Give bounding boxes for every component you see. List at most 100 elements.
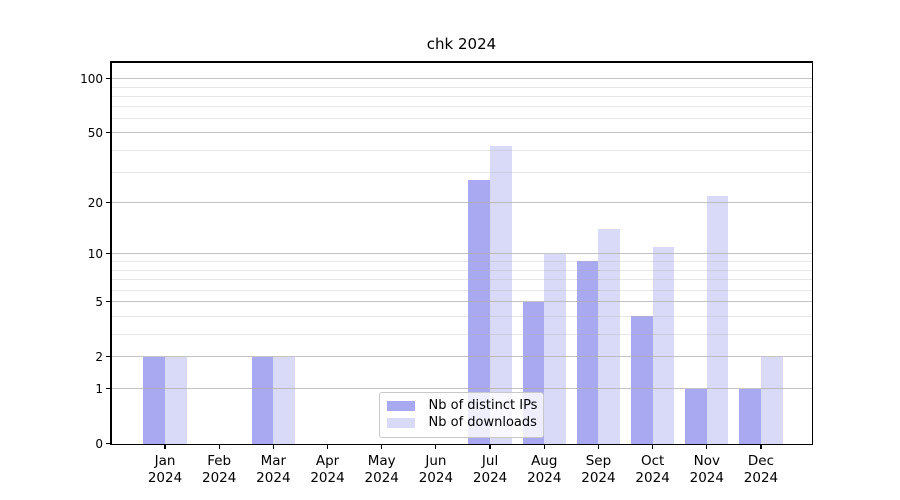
major-gridline [111, 78, 812, 79]
minor-gridline [111, 316, 812, 318]
y-tick-mark [105, 388, 111, 390]
x-tick-year: 2024 [256, 469, 291, 486]
x-tick-month: Jun [425, 453, 447, 469]
x-tick-mark [326, 444, 329, 450]
legend-item-downloads: Nb of downloads [386, 415, 537, 432]
x-tick-label-jan: Jan 2024 [138, 453, 192, 486]
x-tick-mark [435, 444, 437, 450]
major-gridline [111, 253, 812, 255]
x-tick-label-mar: Mar 2024 [246, 453, 300, 486]
y-tick-label: 2 [95, 349, 103, 364]
y-tick-label: 0 [95, 436, 103, 451]
y-tick-label: 5 [95, 294, 103, 309]
x-tick-year: 2024 [364, 469, 399, 486]
y-tick-label: 1 [95, 381, 103, 396]
y-tick-label: 10 [87, 246, 103, 261]
x-tick-mark [272, 444, 274, 450]
minor-gridline [111, 86, 812, 88]
bar-distinct-ips-mar [251, 356, 274, 445]
x-tick-label-apr: Apr 2024 [301, 453, 355, 486]
bar-downloads-oct [652, 246, 675, 445]
x-tick-mark [597, 444, 600, 450]
x-tick-year: 2024 [418, 469, 454, 486]
y-tick-mark [105, 356, 111, 358]
major-gridline [111, 202, 812, 204]
x-tick-mark [652, 444, 654, 450]
axis-spine-bottom [110, 443, 814, 445]
minor-gridline [111, 279, 812, 281]
legend: Nb of distinct IPs Nb of downloads [378, 391, 544, 438]
bar-downloads-nov [706, 195, 729, 445]
x-tick-month: Sep [585, 453, 612, 469]
bar-distinct-ips-jan [143, 356, 165, 445]
x-tick-label-jun: Jun 2024 [409, 453, 463, 486]
bar-downloads-dec [760, 356, 783, 445]
x-tick-year: 2024 [472, 469, 508, 486]
bar-downloads-mar [273, 356, 296, 445]
minor-gridline [111, 95, 812, 97]
y-tick-mark [105, 442, 111, 445]
minor-gridline [111, 149, 812, 151]
legend-label-distinct-ips: Nb of distinct IPs [428, 398, 538, 413]
x-tick-label-aug: Aug 2024 [517, 453, 571, 486]
x-tick-year: 2024 [689, 469, 724, 486]
x-tick-year: 2024 [743, 469, 779, 486]
bar-downloads-sep [598, 229, 621, 445]
x-tick-label-oct: Oct 2024 [626, 453, 680, 486]
x-tick-mark [381, 444, 383, 450]
x-tick-month: Nov [693, 453, 720, 469]
x-tick-month: Feb [207, 453, 232, 469]
minor-gridline [111, 106, 812, 108]
legend-label-downloads: Nb of downloads [428, 415, 537, 430]
bar-downloads-jan [165, 356, 187, 445]
x-tick-mark [164, 444, 166, 450]
x-tick-month: Jan [154, 453, 176, 469]
y-tick-mark [105, 77, 111, 80]
x-tick-month: Mar [260, 453, 287, 469]
x-tick-month: Dec [747, 453, 775, 469]
y-tick-mark [105, 253, 111, 255]
x-tick-year: 2024 [581, 469, 616, 486]
x-tick-mark [706, 444, 708, 450]
y-tick-label: 100 [80, 71, 103, 86]
legend-swatch-distinct-ips [386, 401, 415, 411]
major-gridline [111, 388, 812, 390]
x-tick-month: Aug [531, 453, 558, 469]
x-tick-year: 2024 [310, 469, 345, 486]
x-tick-mark [543, 444, 545, 450]
axis-spine-right [811, 61, 814, 445]
x-tick-month: Apr [315, 453, 340, 469]
axis-spine-left [110, 61, 112, 445]
x-tick-year: 2024 [527, 469, 562, 486]
y-tick-mark [105, 301, 111, 303]
legend-swatch-downloads [386, 418, 415, 428]
y-tick-label: 50 [87, 125, 103, 140]
minor-gridline [111, 261, 812, 263]
x-tick-year: 2024 [147, 469, 183, 486]
x-tick-label-jul: Jul 2024 [463, 453, 517, 486]
x-tick-mark [489, 444, 491, 450]
x-tick-label-nov: Nov 2024 [680, 453, 734, 486]
x-tick-mark [760, 444, 762, 450]
x-tick-year: 2024 [201, 469, 237, 486]
minor-gridline [111, 118, 812, 120]
major-gridline [111, 301, 812, 303]
major-gridline [111, 132, 812, 134]
chart-title: chk 2024 [426, 35, 497, 53]
bar-distinct-ips-jul [468, 179, 491, 445]
legend-item-distinct-ips: Nb of distinct IPs [386, 398, 538, 415]
bar-distinct-ips-dec [739, 388, 761, 445]
minor-gridline [111, 333, 812, 335]
x-tick-label-feb: Feb 2024 [192, 453, 246, 486]
bar-distinct-ips-sep [576, 261, 599, 445]
x-tick-month: Jul [481, 453, 499, 469]
bar-downloads-jul [490, 146, 512, 445]
minor-gridline [111, 171, 812, 173]
minor-gridline [111, 269, 812, 271]
major-gridline [111, 356, 812, 358]
minor-gridline [111, 289, 812, 291]
bar-downloads-aug [544, 253, 566, 445]
x-tick-label-dec: Dec 2024 [734, 453, 788, 486]
axis-spine-top [110, 61, 814, 63]
bar-distinct-ips-oct [630, 316, 653, 445]
